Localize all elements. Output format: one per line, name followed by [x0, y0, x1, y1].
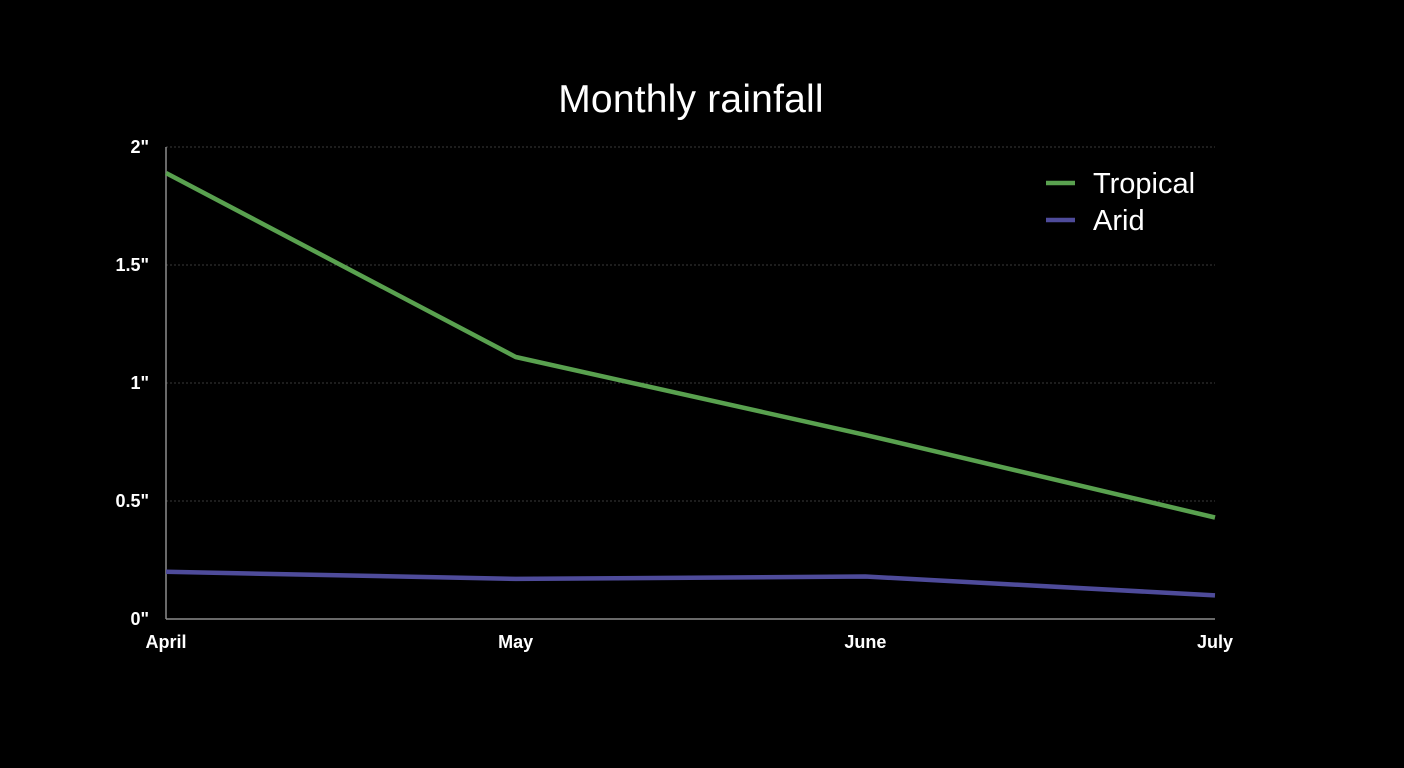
y-tick-label: 0": [130, 609, 149, 629]
gridlines: [166, 146, 1215, 502]
chart-title: Monthly rainfall: [558, 78, 824, 121]
y-tick-label: 1": [130, 373, 149, 393]
y-axis-ticks: 0" 0.5" 1" 1.5" 2": [115, 137, 149, 629]
y-tick-label: 1.5": [115, 255, 149, 275]
y-tick-label: 0.5": [115, 491, 149, 511]
legend: Tropical Arid: [1046, 168, 1195, 237]
series-line-tropical: [164, 171, 1216, 520]
series-line-arid: [165, 569, 1216, 598]
x-tick-label: May: [498, 632, 533, 652]
x-tick-label: April: [145, 632, 186, 652]
legend-item: Arid: [1046, 205, 1145, 237]
legend-label: Arid: [1093, 205, 1145, 237]
axes: [165, 147, 1215, 620]
x-tick-label: June: [844, 632, 886, 652]
legend-label: Tropical: [1093, 168, 1195, 200]
y-tick-label: 2": [130, 137, 149, 157]
legend-item: Tropical: [1046, 168, 1195, 200]
x-axis-ticks: April May June July: [145, 632, 1233, 652]
x-tick-label: July: [1197, 632, 1233, 652]
series-lines: [164, 171, 1216, 598]
